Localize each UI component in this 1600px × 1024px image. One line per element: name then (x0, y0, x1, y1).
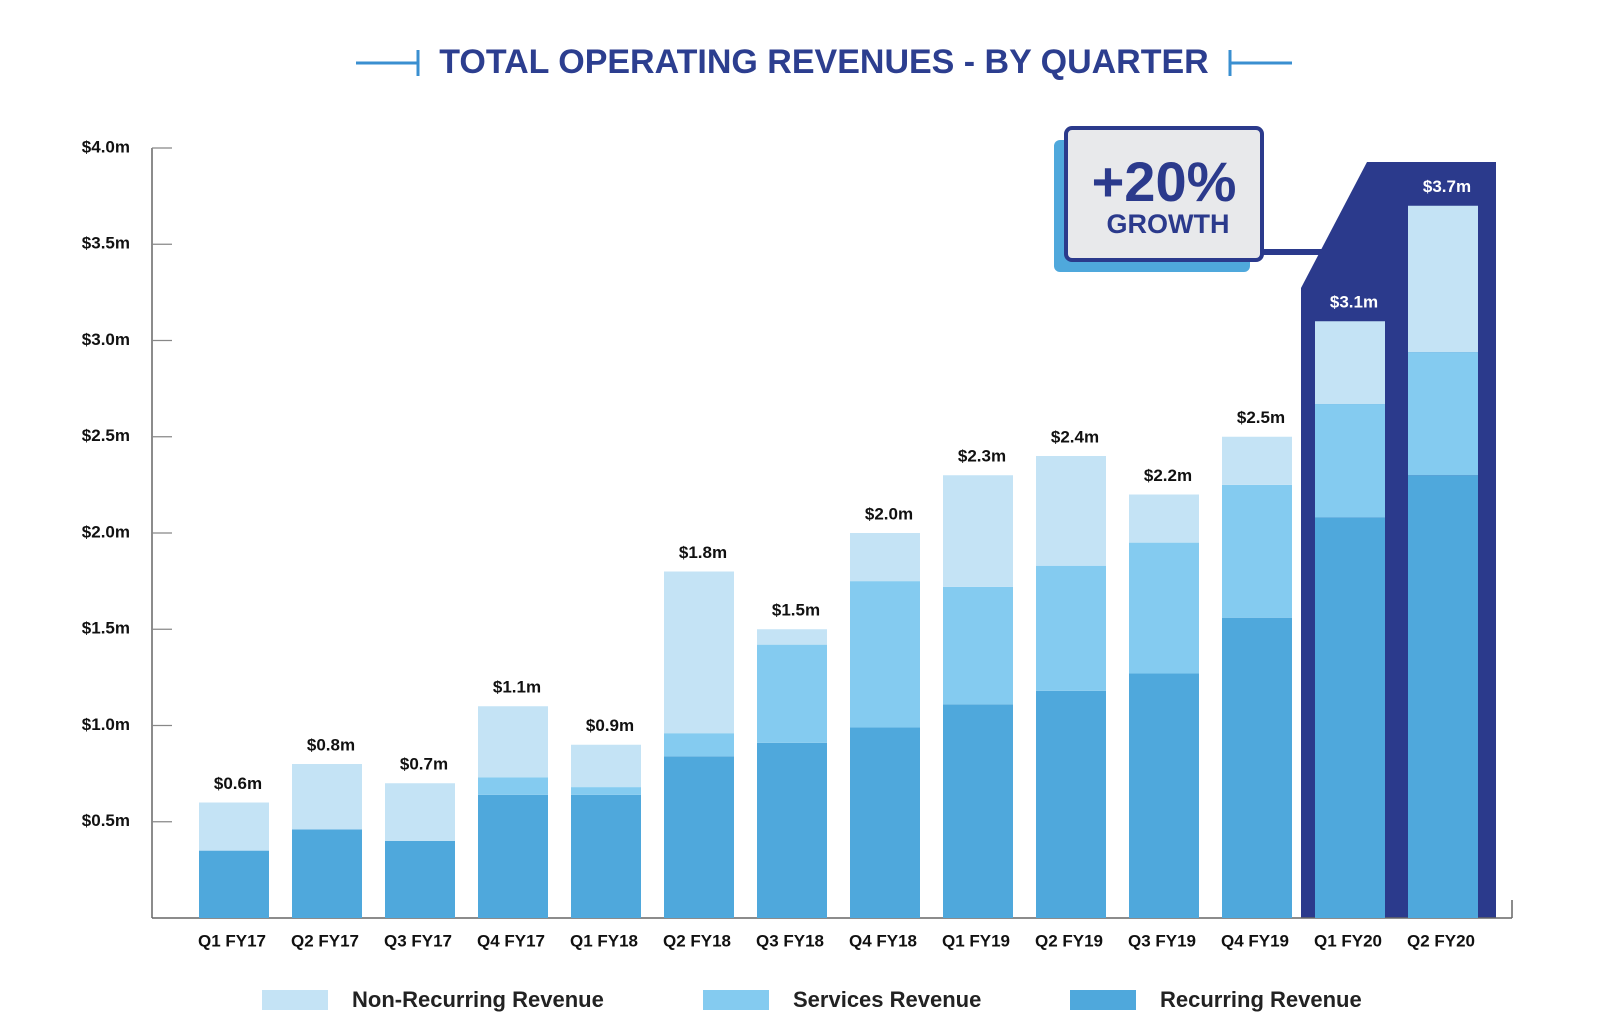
bar-segment (478, 706, 548, 778)
bar-segment (385, 783, 455, 841)
x-tick-label: Q3 FY19 (1128, 931, 1196, 950)
x-tick-label: Q4 FY19 (1221, 931, 1289, 950)
bar-segment (1129, 494, 1199, 543)
bar-segment (1315, 404, 1385, 518)
bar-segment (1315, 321, 1385, 405)
y-tick-label: $1.0m (82, 715, 130, 734)
total-label: $2.4m (1051, 427, 1099, 446)
legend-label: Services Revenue (793, 987, 981, 1012)
total-label: $0.6m (214, 774, 262, 793)
bar-segment (1129, 673, 1199, 918)
bar-segment (571, 744, 641, 788)
bar-segment (1036, 456, 1106, 566)
total-label: $1.1m (493, 678, 541, 697)
y-tick-label: $3.5m (82, 234, 130, 253)
bar-segment (1315, 517, 1385, 918)
total-label: $2.2m (1144, 466, 1192, 485)
bar-segment (385, 841, 455, 918)
total-label: $2.3m (958, 447, 1006, 466)
bar-segment (1408, 205, 1478, 353)
legend-label: Recurring Revenue (1160, 987, 1362, 1012)
y-tick-label: $2.5m (82, 426, 130, 445)
total-label: $2.5m (1237, 408, 1285, 427)
bar-segment (1408, 352, 1478, 476)
x-tick-label: Q2 FY19 (1035, 931, 1103, 950)
bar-segment (664, 571, 734, 734)
bar-segment (757, 629, 827, 645)
bar-segment (664, 733, 734, 757)
bar-segment (757, 742, 827, 918)
total-label: $0.9m (586, 716, 634, 735)
y-tick-label: $4.0m (82, 137, 130, 156)
bar-segment (757, 644, 827, 743)
bar-segment (850, 533, 920, 582)
y-tick-label: $0.5m (82, 811, 130, 830)
bar-segment (1408, 475, 1478, 918)
bar-segment (850, 581, 920, 728)
x-tick-label: Q1 FY17 (198, 931, 266, 950)
x-tick-label: Q2 FY18 (663, 931, 731, 950)
bar-segment (943, 475, 1013, 587)
bar-segment (1036, 565, 1106, 691)
total-label: $0.8m (307, 735, 355, 754)
x-tick-label: Q2 FY17 (291, 931, 359, 950)
bar-segment (943, 586, 1013, 705)
bar-segment (199, 802, 269, 851)
total-label: $0.7m (400, 755, 448, 774)
bar-segment (478, 794, 548, 918)
x-tick-label: Q1 FY20 (1314, 931, 1382, 950)
x-tick-label: Q2 FY20 (1407, 931, 1475, 950)
bar-segment (943, 704, 1013, 918)
bar-segment (199, 850, 269, 918)
bar-segment (1129, 542, 1199, 674)
y-tick-label: $2.0m (82, 522, 130, 541)
bar-segment (1222, 617, 1292, 918)
x-tick-label: Q4 FY18 (849, 931, 917, 950)
chart-title: TOTAL OPERATING REVENUES - BY QUARTER (439, 43, 1208, 81)
total-label: $1.8m (679, 543, 727, 562)
legend-swatch (262, 990, 328, 1010)
bar-segment (478, 777, 548, 795)
legend-swatch (1070, 990, 1136, 1010)
total-label: $3.7m (1423, 177, 1471, 196)
bar-segment (1222, 484, 1292, 618)
total-label: $2.0m (865, 504, 913, 523)
x-tick-label: Q1 FY18 (570, 931, 638, 950)
bar-segment (664, 756, 734, 918)
bar-segment (571, 794, 641, 918)
total-label: $1.5m (772, 601, 820, 620)
bar-segment (850, 727, 920, 918)
legend-label: Non-Recurring Revenue (352, 987, 604, 1012)
legend-swatch (703, 990, 769, 1010)
bar-segment (1036, 690, 1106, 918)
bar-segment (292, 829, 362, 918)
callout-value: +20% (1092, 150, 1237, 213)
bar-segment (571, 787, 641, 795)
callout-label: GROWTH (1107, 209, 1230, 239)
bar-segment (1222, 436, 1292, 485)
total-label: $3.1m (1330, 293, 1378, 312)
bar-segment (292, 764, 362, 830)
callout-box (1064, 126, 1264, 262)
x-tick-label: Q4 FY17 (477, 931, 545, 950)
x-tick-label: Q3 FY17 (384, 931, 452, 950)
y-tick-label: $1.5m (82, 619, 130, 638)
x-tick-label: Q3 FY18 (756, 931, 824, 950)
y-tick-label: $3.0m (82, 330, 130, 349)
x-tick-label: Q1 FY19 (942, 931, 1010, 950)
